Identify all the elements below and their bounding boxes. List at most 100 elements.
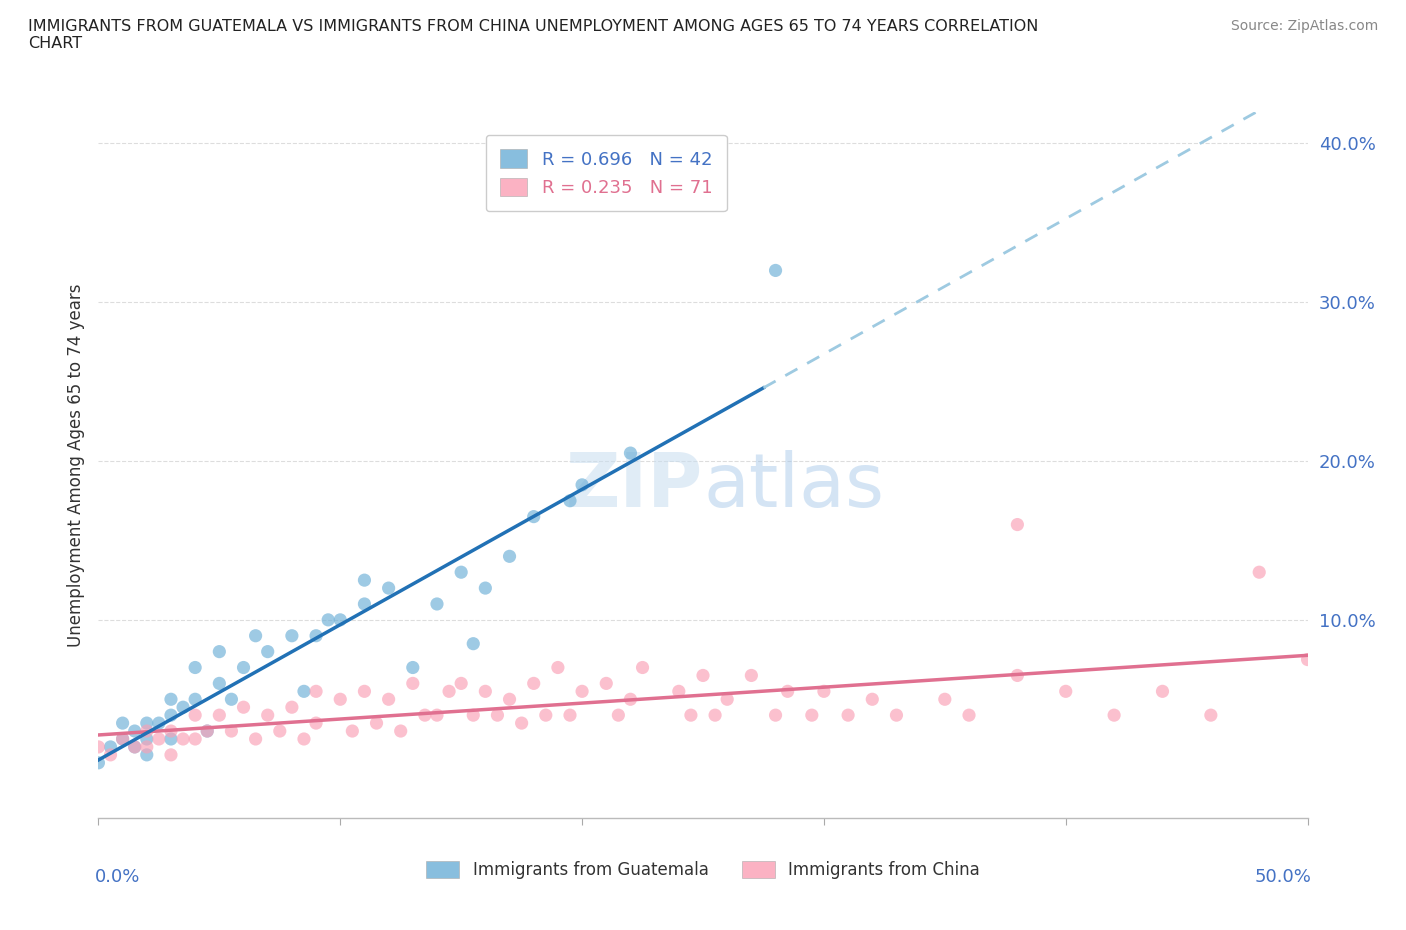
Point bbox=[342, 724, 364, 738]
Point bbox=[571, 477, 593, 492]
Point bbox=[148, 716, 170, 731]
Point bbox=[111, 716, 134, 731]
Point bbox=[1296, 652, 1319, 667]
Point bbox=[87, 755, 110, 770]
Point bbox=[184, 692, 207, 707]
Point bbox=[195, 724, 218, 738]
Point bbox=[135, 724, 157, 738]
Point bbox=[111, 732, 134, 747]
Point bbox=[498, 692, 520, 707]
Point bbox=[160, 732, 183, 747]
Point bbox=[377, 692, 399, 707]
Point bbox=[232, 660, 254, 675]
Point bbox=[389, 724, 412, 738]
Point bbox=[740, 668, 762, 683]
Point bbox=[124, 724, 146, 738]
Point bbox=[1007, 517, 1029, 532]
Point bbox=[160, 692, 183, 707]
Point bbox=[232, 699, 254, 714]
Point bbox=[87, 739, 110, 754]
Point bbox=[886, 708, 908, 723]
Point bbox=[353, 596, 375, 611]
Point bbox=[135, 732, 157, 747]
Point bbox=[426, 708, 449, 723]
Point bbox=[486, 708, 509, 723]
Point bbox=[607, 708, 630, 723]
Text: IMMIGRANTS FROM GUATEMALA VS IMMIGRANTS FROM CHINA UNEMPLOYMENT AMONG AGES 65 TO: IMMIGRANTS FROM GUATEMALA VS IMMIGRANTS … bbox=[28, 19, 1039, 51]
Point bbox=[474, 684, 496, 698]
Point bbox=[160, 724, 183, 738]
Point bbox=[256, 644, 278, 659]
Point bbox=[172, 732, 194, 747]
Point bbox=[305, 629, 328, 644]
Point bbox=[402, 660, 425, 675]
Point bbox=[1152, 684, 1174, 698]
Point bbox=[135, 716, 157, 731]
Point bbox=[100, 739, 122, 754]
Point bbox=[413, 708, 436, 723]
Point bbox=[1054, 684, 1077, 698]
Point bbox=[510, 716, 533, 731]
Point bbox=[450, 676, 472, 691]
Point bbox=[353, 573, 375, 588]
Y-axis label: Unemployment Among Ages 65 to 74 years: Unemployment Among Ages 65 to 74 years bbox=[66, 284, 84, 646]
Point bbox=[124, 739, 146, 754]
Point bbox=[256, 708, 278, 723]
Point bbox=[366, 716, 388, 731]
Point bbox=[208, 644, 231, 659]
Point bbox=[463, 636, 485, 651]
Point bbox=[402, 676, 425, 691]
Point bbox=[135, 748, 157, 763]
Point bbox=[523, 676, 546, 691]
Point bbox=[184, 708, 207, 723]
Point bbox=[160, 748, 183, 763]
Point bbox=[571, 684, 593, 698]
Point bbox=[281, 699, 304, 714]
Point bbox=[148, 732, 170, 747]
Point bbox=[934, 692, 956, 707]
Point bbox=[160, 708, 183, 723]
Point bbox=[245, 629, 267, 644]
Point bbox=[463, 708, 485, 723]
Point bbox=[1007, 668, 1029, 683]
Point bbox=[704, 708, 727, 723]
Point bbox=[631, 660, 654, 675]
Text: Source: ZipAtlas.com: Source: ZipAtlas.com bbox=[1230, 19, 1378, 33]
Point bbox=[195, 724, 218, 738]
Point bbox=[558, 493, 581, 508]
Point bbox=[765, 263, 787, 278]
Point bbox=[595, 676, 617, 691]
Point bbox=[269, 724, 291, 738]
Point bbox=[124, 739, 146, 754]
Point bbox=[281, 629, 304, 644]
Point bbox=[377, 580, 399, 595]
Point bbox=[800, 708, 823, 723]
Point bbox=[208, 676, 231, 691]
Point bbox=[765, 708, 787, 723]
Point bbox=[221, 692, 243, 707]
Point bbox=[316, 613, 339, 628]
Point bbox=[353, 684, 375, 698]
Point bbox=[172, 699, 194, 714]
Point bbox=[716, 692, 738, 707]
Point bbox=[813, 684, 835, 698]
Point bbox=[437, 684, 460, 698]
Point bbox=[498, 549, 520, 564]
Point bbox=[100, 748, 122, 763]
Point bbox=[547, 660, 569, 675]
Text: 0.0%: 0.0% bbox=[94, 868, 141, 886]
Point bbox=[692, 668, 714, 683]
Point bbox=[1102, 708, 1125, 723]
Point bbox=[305, 716, 328, 731]
Text: atlas: atlas bbox=[703, 450, 884, 523]
Point bbox=[111, 732, 134, 747]
Point bbox=[135, 739, 157, 754]
Point bbox=[474, 580, 496, 595]
Point bbox=[329, 613, 352, 628]
Point bbox=[1199, 708, 1222, 723]
Text: ZIP: ZIP bbox=[565, 450, 703, 523]
Point bbox=[245, 732, 267, 747]
Legend: Immigrants from Guatemala, Immigrants from China: Immigrants from Guatemala, Immigrants fr… bbox=[418, 853, 988, 888]
Point bbox=[860, 692, 883, 707]
Point bbox=[450, 565, 472, 579]
